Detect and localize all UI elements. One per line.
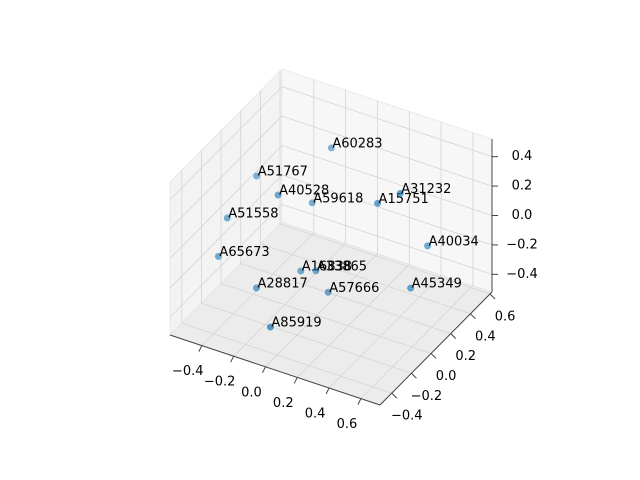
point-label: A59618 xyxy=(313,191,363,206)
grid-line xyxy=(169,204,283,318)
point-label: A40528 xyxy=(279,184,329,199)
point xyxy=(407,284,415,292)
y-tick xyxy=(450,333,457,339)
x-tick xyxy=(357,398,362,405)
point-label: A40034 xyxy=(429,234,479,249)
y-tick xyxy=(411,372,417,379)
y-tick-label: 0.4 xyxy=(475,329,496,344)
point xyxy=(327,144,335,152)
point xyxy=(253,172,261,180)
point xyxy=(214,252,222,260)
grid-line xyxy=(281,115,493,187)
z-tick-label: 0.2 xyxy=(512,179,533,194)
x-tick xyxy=(198,345,203,352)
grid-line xyxy=(201,302,412,374)
x-tick-label: 0.2 xyxy=(273,396,294,411)
grid-line xyxy=(281,203,493,275)
point xyxy=(312,267,320,275)
point-label: A33865 xyxy=(317,259,367,274)
point xyxy=(297,267,305,275)
x-axis-line xyxy=(169,334,381,406)
point xyxy=(223,214,231,222)
point-label: A28817 xyxy=(258,276,308,291)
point-label: A31232 xyxy=(401,182,451,197)
point-label: A57666 xyxy=(329,281,379,296)
point xyxy=(396,190,404,198)
grid-line xyxy=(181,322,392,394)
point-label: A15751 xyxy=(379,192,429,207)
x-tick-label: 0.4 xyxy=(305,407,326,422)
point xyxy=(266,323,274,331)
grid-line xyxy=(169,115,283,230)
point-label: A51558 xyxy=(228,207,278,222)
y-tick xyxy=(489,293,496,300)
point-label: A65673 xyxy=(219,245,269,260)
point xyxy=(308,199,316,207)
grid-line xyxy=(279,223,491,295)
point-label: A45349 xyxy=(412,277,462,292)
grid-line xyxy=(169,174,283,289)
y-tick-label: −0.4 xyxy=(391,409,423,424)
grid-line xyxy=(169,86,283,200)
grid-line xyxy=(360,285,474,399)
z-tick-label: −0.2 xyxy=(506,237,538,252)
x-tick xyxy=(325,387,330,395)
point-label: A85919 xyxy=(271,316,321,331)
grid-line xyxy=(296,264,410,378)
grid-line xyxy=(281,145,493,216)
x-tick-label: −0.2 xyxy=(204,375,236,390)
grid-line xyxy=(233,242,346,357)
y-tick-label: 0.0 xyxy=(436,369,457,384)
z-tick-label: 0.4 xyxy=(512,149,533,164)
x-tick-label: 0.6 xyxy=(337,417,358,432)
x-tick-label: −0.4 xyxy=(172,364,204,379)
point-label: A51767 xyxy=(258,165,308,180)
grid-line xyxy=(265,253,378,368)
z-tick-label: −0.4 xyxy=(506,267,538,282)
y-tick xyxy=(470,313,476,320)
y-tick-label: 0.6 xyxy=(495,309,516,324)
grid-line xyxy=(260,243,471,315)
grid-line xyxy=(169,145,283,259)
y-tick xyxy=(391,392,398,399)
point xyxy=(374,199,382,207)
point xyxy=(274,191,282,199)
grid-line xyxy=(220,283,432,354)
x-tick xyxy=(262,366,266,374)
y-tick xyxy=(430,353,437,359)
grid-line xyxy=(281,174,493,246)
grid-line xyxy=(240,263,451,335)
x-tick-label: 0.0 xyxy=(241,385,262,400)
y-tick-label: 0.2 xyxy=(455,349,476,364)
x-tick xyxy=(230,355,235,363)
z-tick-label: 0.0 xyxy=(512,208,533,223)
point xyxy=(424,242,432,250)
point-label: A60283 xyxy=(332,136,382,151)
point xyxy=(253,284,261,292)
x-tick xyxy=(293,377,298,384)
grid-line xyxy=(281,86,493,158)
grid-line xyxy=(328,274,442,389)
point xyxy=(324,288,332,296)
y-axis-line xyxy=(379,291,493,406)
y-tick-label: −0.2 xyxy=(411,389,443,404)
